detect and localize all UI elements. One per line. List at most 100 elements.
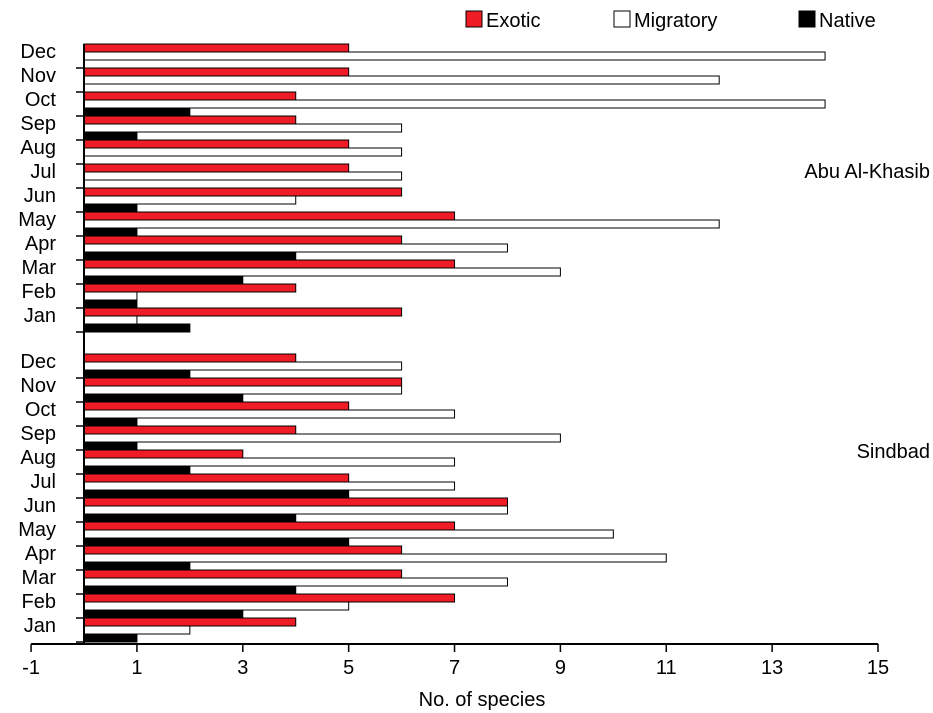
month-label-sindbad-apr: Apr [25,543,56,565]
bar-abu-al-khasib-apr-native [83,251,297,261]
bar-sindbad-aug-exotic [83,449,244,459]
bar-abu-al-khasib-feb-native [83,299,138,309]
bar-abu-al-khasib-oct-native [83,107,191,117]
month-label-sindbad-mar: Mar [22,567,57,589]
bar-sindbad-nov-native [83,393,244,403]
x-tick-label-5: 5 [343,657,354,679]
bar-abu-al-khasib-may-exotic [83,211,456,221]
bar-abu-al-khasib-sep-migratory [83,123,403,133]
legend-label-native: Native [819,10,876,32]
legend-swatch-native [798,10,816,28]
month-label-sindbad-dec: Dec [20,351,56,373]
bar-sindbad-may-migratory [83,529,614,539]
month-label-abu-al-khasib-may: May [18,209,56,231]
bar-sindbad-sep-migratory [83,433,561,443]
bar-sindbad-jan-native [83,633,138,643]
x-tick-label-1: 1 [131,657,142,679]
bar-sindbad-jun-exotic [83,497,508,507]
bar-abu-al-khasib-may-native [83,227,138,237]
bar-sindbad-mar-exotic [83,569,403,579]
bar-abu-al-khasib-may-migratory [83,219,720,229]
legend-label-migratory: Migratory [634,10,717,32]
x-tick-label-9: 9 [555,657,566,679]
month-label-abu-al-khasib-apr: Apr [25,233,56,255]
bar-sindbad-feb-migratory [83,601,350,611]
bar-abu-al-khasib-sep-exotic [83,115,297,125]
x-tick-label-11: 11 [656,657,677,679]
x-tick-label-1: -1 [22,657,40,679]
bar-abu-al-khasib-jul-exotic [83,163,350,173]
bar-sindbad-may-exotic [83,521,456,531]
month-label-sindbad-sep: Sep [20,423,56,445]
month-label-abu-al-khasib-jun: Jun [24,185,56,207]
bar-abu-al-khasib-jan-native [83,323,191,333]
bar-abu-al-khasib-jan-exotic [83,307,403,317]
bar-sindbad-mar-migratory [83,577,508,587]
month-label-abu-al-khasib-feb: Feb [22,281,56,303]
bar-abu-al-khasib-dec-exotic [83,43,350,53]
month-label-abu-al-khasib-jan: Jan [24,305,56,327]
x-tick-label-13: 13 [761,657,783,679]
bar-abu-al-khasib-mar-migratory [83,267,561,277]
bar-sindbad-jun-migratory [83,505,508,515]
bar-sindbad-dec-migratory [83,361,403,371]
x-axis-title: No. of species [419,689,546,711]
bar-abu-al-khasib-oct-migratory [83,99,826,109]
bar-sindbad-dec-exotic [83,353,297,363]
month-label-abu-al-khasib-oct: Oct [25,89,57,111]
month-label-abu-al-khasib-jul: Jul [30,161,56,183]
x-tick-label-7: 7 [449,657,460,679]
bar-sindbad-mar-native [83,585,297,595]
legend-swatch-migratory [613,10,631,28]
bar-abu-al-khasib-jul-migratory [83,171,403,181]
bar-sindbad-sep-exotic [83,425,297,435]
bar-abu-al-khasib-jun-exotic [83,187,403,197]
bar-sindbad-jan-exotic [83,617,297,627]
month-label-abu-al-khasib-aug: Aug [20,137,56,159]
bar-sindbad-jul-exotic [83,473,350,483]
bar-abu-al-khasib-mar-native [83,275,244,285]
bar-sindbad-oct-exotic [83,401,350,411]
bar-sindbad-jul-migratory [83,481,456,491]
month-label-sindbad-nov: Nov [20,375,56,397]
bar-abu-al-khasib-aug-migratory [83,147,403,157]
panel-label-abu-al-khasib: Abu Al-Khasib [804,161,930,183]
month-label-abu-al-khasib-nov: Nov [20,65,56,87]
bar-abu-al-khasib-dec-migratory [83,51,826,61]
bar-abu-al-khasib-sep-native [83,131,138,141]
bar-abu-al-khasib-feb-exotic [83,283,297,293]
month-label-abu-al-khasib-dec: Dec [20,41,56,63]
bar-abu-al-khasib-nov-migratory [83,75,720,85]
month-label-sindbad-feb: Feb [22,591,56,613]
x-tick-label-3: 3 [237,657,248,679]
month-label-sindbad-oct: Oct [25,399,57,421]
bar-abu-al-khasib-oct-exotic [83,91,297,101]
bar-abu-al-khasib-apr-migratory [83,243,508,253]
panel-label-sindbad: Sindbad [857,441,930,463]
bar-sindbad-feb-native [83,609,244,619]
bars-layer [83,43,826,643]
bar-sindbad-jul-native [83,489,350,499]
bar-sindbad-nov-migratory [83,385,403,395]
bar-abu-al-khasib-nov-exotic [83,67,350,77]
bar-abu-al-khasib-jan-migratory [83,315,138,325]
labels-layer: JanFebMarAprMayJunJulAugSepOctNovDecAbu … [18,41,930,679]
month-label-sindbad-may: May [18,519,56,541]
bar-sindbad-may-native [83,537,350,547]
month-label-abu-al-khasib-mar: Mar [22,257,57,279]
bar-abu-al-khasib-jun-native [83,203,138,213]
bar-sindbad-jun-native [83,513,297,523]
bar-sindbad-jan-migratory [83,625,191,635]
bar-abu-al-khasib-jun-migratory [83,195,297,205]
bar-sindbad-aug-native [83,465,191,475]
bar-sindbad-oct-native [83,417,138,427]
bar-sindbad-aug-migratory [83,457,456,467]
legend-label-exotic: Exotic [486,10,540,32]
bar-sindbad-apr-migratory [83,553,667,563]
bar-sindbad-apr-exotic [83,545,403,555]
month-label-sindbad-jan: Jan [24,615,56,637]
bar-abu-al-khasib-apr-exotic [83,235,403,245]
bar-sindbad-oct-migratory [83,409,456,419]
bar-abu-al-khasib-feb-migratory [83,291,138,301]
